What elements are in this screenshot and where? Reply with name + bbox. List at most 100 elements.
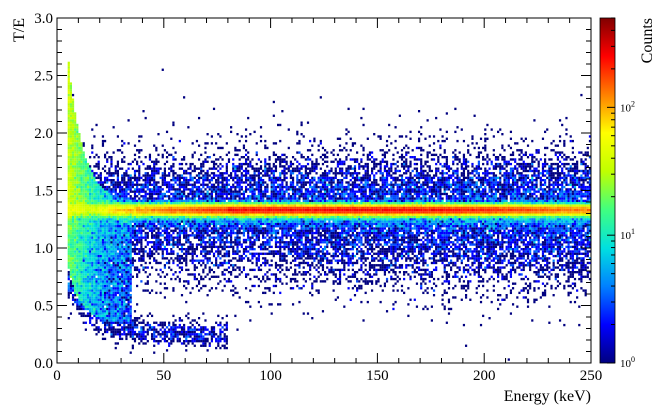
histogram-cell [232, 294, 234, 296]
histogram-cell [177, 243, 179, 245]
histogram-cell [151, 223, 153, 225]
histogram-cell [76, 163, 78, 165]
histogram-cell [264, 195, 266, 197]
histogram-cell [142, 209, 144, 211]
histogram-cell [113, 232, 115, 234]
histogram-cell [74, 197, 76, 199]
histogram-cell [142, 220, 144, 222]
histogram-cell [140, 216, 142, 218]
histogram-cell [256, 253, 258, 255]
histogram-cell [204, 223, 206, 225]
histogram-cell [226, 324, 228, 326]
histogram-cell [93, 248, 95, 250]
histogram-cell [76, 193, 78, 195]
histogram-cell [228, 234, 230, 236]
histogram-cell [160, 216, 162, 218]
histogram-cell [98, 273, 100, 275]
histogram-cell [172, 338, 174, 340]
histogram-cell [102, 250, 104, 252]
histogram-cell [104, 230, 106, 232]
histogram-cell [117, 179, 119, 181]
histogram-cell [83, 151, 85, 153]
histogram-cell [70, 204, 72, 206]
histogram-cell [93, 239, 95, 241]
histogram-cell [236, 232, 238, 234]
histogram-cell [72, 112, 74, 114]
histogram-cell [68, 234, 70, 236]
histogram-cell [217, 193, 219, 195]
histogram-cell [145, 216, 147, 218]
histogram-cell [68, 218, 70, 220]
histogram-cell [221, 234, 223, 236]
histogram-cell [119, 253, 121, 255]
histogram-cell [260, 135, 262, 137]
histogram-cell [127, 299, 129, 301]
histogram-cell [230, 207, 232, 209]
histogram-cell [155, 237, 157, 239]
histogram-cell [251, 255, 253, 257]
histogram-cell [147, 225, 149, 227]
histogram-cell [258, 301, 260, 303]
histogram-cell [249, 200, 251, 202]
histogram-cell [119, 216, 121, 218]
histogram-cell [104, 250, 106, 252]
histogram-cell [230, 220, 232, 222]
histogram-cell [98, 177, 100, 179]
histogram-cell [68, 278, 70, 280]
histogram-cell [177, 257, 179, 259]
histogram-cell [219, 209, 221, 211]
histogram-cell [115, 299, 117, 301]
histogram-cell [134, 197, 136, 199]
histogram-cell [91, 260, 93, 262]
histogram-cell [142, 342, 144, 344]
histogram-cell [68, 133, 70, 135]
histogram-cell [179, 179, 181, 181]
histogram-cell [115, 193, 117, 195]
histogram-cell [213, 331, 215, 333]
histogram-cell [196, 186, 198, 188]
histogram-cell [83, 170, 85, 172]
histogram-cell [151, 177, 153, 179]
histogram-cell [160, 232, 162, 234]
histogram-cell [260, 207, 262, 209]
histogram-cell [219, 250, 221, 252]
histogram-cell [207, 172, 209, 174]
histogram-cell [168, 322, 170, 324]
histogram-cell [81, 266, 83, 268]
histogram-cell [174, 158, 176, 160]
histogram-cell [198, 172, 200, 174]
histogram-cell [236, 174, 238, 176]
histogram-cell [217, 202, 219, 204]
histogram-cell [198, 289, 200, 291]
histogram-cell [117, 214, 119, 216]
histogram-cell [219, 227, 221, 229]
histogram-cell [76, 156, 78, 158]
histogram-cell [213, 161, 215, 163]
histogram-cell [115, 184, 117, 186]
histogram-cell [204, 230, 206, 232]
histogram-cell [127, 243, 129, 245]
histogram-cell [74, 292, 76, 294]
histogram-cell [119, 225, 121, 227]
histogram-cell [221, 241, 223, 243]
histogram-cell [247, 207, 249, 209]
histogram-cell [130, 237, 132, 239]
histogram-cell [74, 204, 76, 206]
histogram-cell [241, 165, 243, 167]
histogram-cell [202, 200, 204, 202]
histogram-cell [164, 223, 166, 225]
histogram-cell [147, 340, 149, 342]
histogram-cell [200, 276, 202, 278]
histogram-cell [153, 188, 155, 190]
histogram-cell [243, 211, 245, 213]
histogram-cell [153, 168, 155, 170]
histogram-cell [72, 271, 74, 273]
histogram-cell [241, 197, 243, 199]
histogram-cell [125, 204, 127, 206]
histogram-cell [192, 324, 194, 326]
histogram-cell [136, 303, 138, 305]
histogram-cell [185, 216, 187, 218]
histogram-cell [117, 253, 119, 255]
histogram-cell [228, 253, 230, 255]
histogram-cell [224, 230, 226, 232]
